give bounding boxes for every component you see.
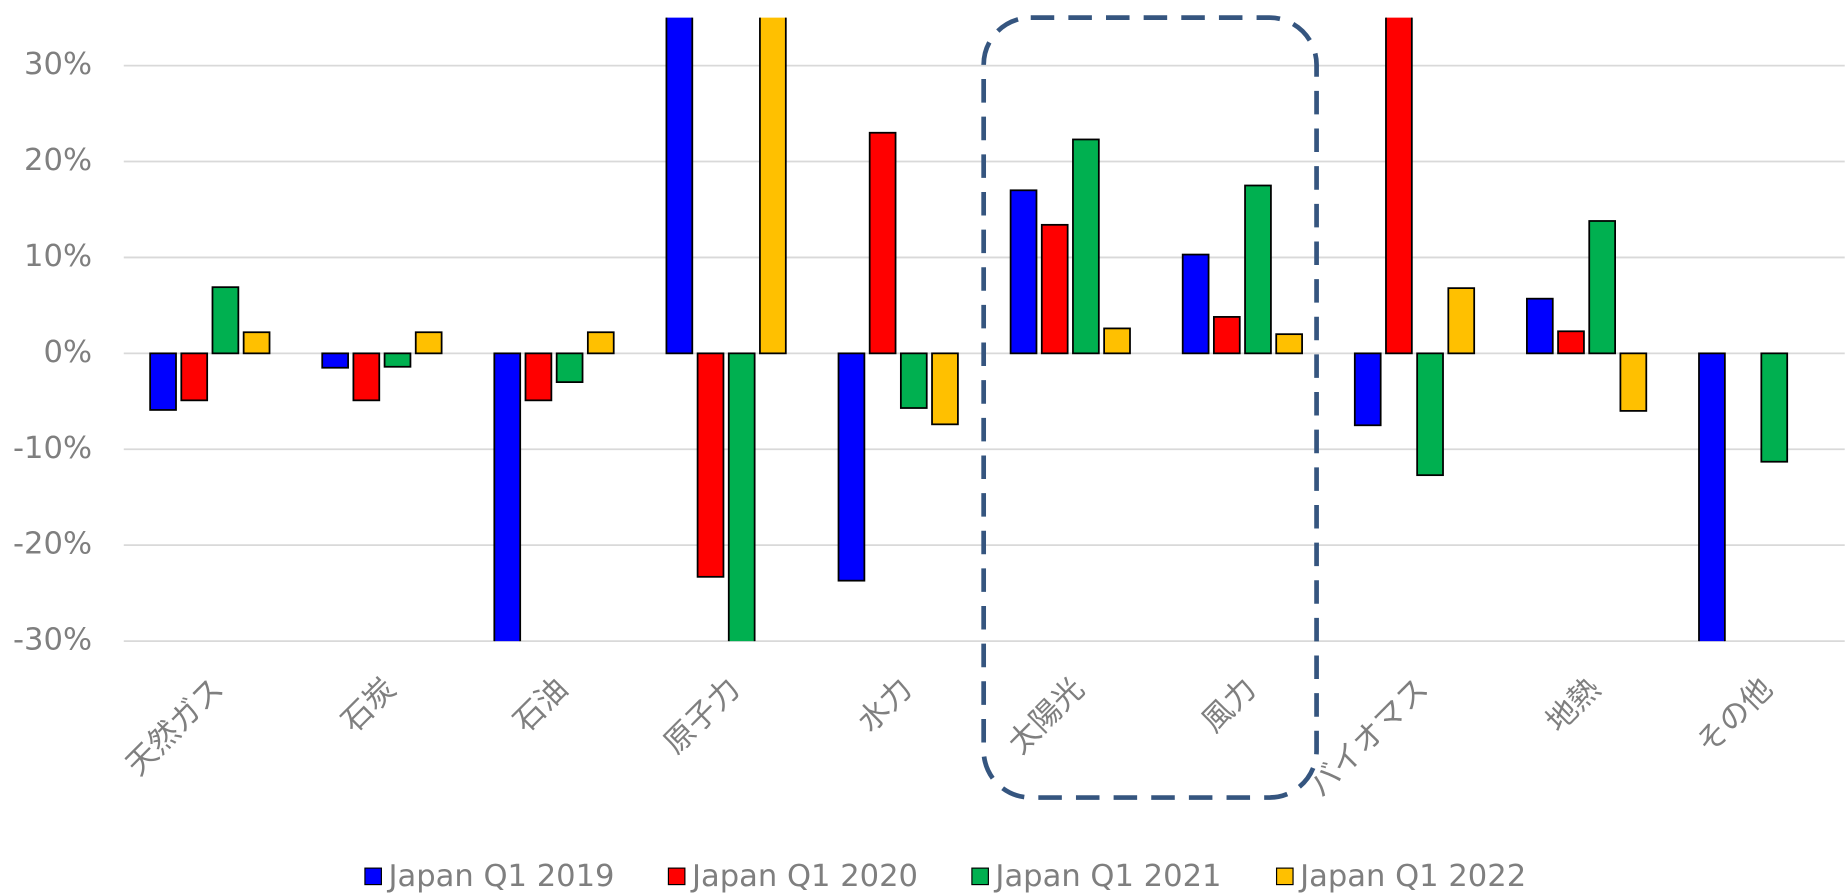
bar <box>149 352 177 411</box>
legend-label: Japan Q1 2019 <box>386 859 614 894</box>
bar <box>1619 352 1648 412</box>
bar <box>180 352 209 402</box>
bar <box>1212 316 1241 355</box>
bar <box>555 352 584 384</box>
bar <box>759 17 787 355</box>
bar <box>696 352 725 578</box>
x-tick-label: 風力 <box>1195 672 1263 740</box>
highlight-box <box>981 15 1319 800</box>
bar <box>1447 287 1476 355</box>
legend-label: Japan Q1 2021 <box>993 859 1221 894</box>
bar <box>242 331 271 355</box>
bar <box>211 286 240 355</box>
bar <box>493 352 522 642</box>
y-tick-label: -30% <box>13 623 92 658</box>
x-tick-label: その他 <box>1690 672 1780 762</box>
y-tick-label: 20% <box>24 143 92 178</box>
y-tick-label: -20% <box>13 527 92 562</box>
bar <box>586 331 615 355</box>
bar <box>383 352 412 368</box>
bar <box>524 352 553 402</box>
legend-swatch <box>1275 867 1294 886</box>
x-tick-label: 天然ガス <box>120 672 231 783</box>
bar <box>868 131 897 355</box>
x-tick-label: 原子力 <box>658 672 748 762</box>
bar <box>1698 352 1726 642</box>
bar <box>1040 223 1069 355</box>
bar <box>1181 253 1210 355</box>
legend-swatch <box>364 867 382 886</box>
bar <box>1760 352 1789 463</box>
bar <box>665 17 694 355</box>
y-tick-label: 0% <box>44 335 93 370</box>
bar <box>1385 17 1413 355</box>
bar <box>321 352 349 369</box>
y-tick-label: 30% <box>24 47 92 82</box>
y-tick-label: 10% <box>24 239 92 274</box>
bar <box>899 352 928 409</box>
legend-swatch <box>971 867 989 886</box>
x-tick-label: バイオマス <box>1303 672 1436 805</box>
x-tick-label: 地熱 <box>1540 672 1608 740</box>
bar <box>1557 330 1585 355</box>
bar <box>1244 184 1272 355</box>
bar <box>1588 220 1616 355</box>
x-tick-label: 石油 <box>507 672 575 740</box>
legend-swatch <box>667 867 686 886</box>
bar <box>352 352 381 402</box>
bar <box>727 352 756 642</box>
bar <box>1526 297 1554 355</box>
legend-label: Japan Q1 2020 <box>690 859 918 894</box>
bar <box>1072 138 1100 355</box>
bar <box>1103 327 1131 355</box>
bar <box>1009 189 1038 355</box>
y-tick-label: -10% <box>13 431 92 466</box>
bar <box>1353 352 1382 427</box>
x-tick-label: 水力 <box>851 672 919 740</box>
x-tick-label: 太陽光 <box>1002 672 1092 762</box>
bar <box>1416 352 1444 477</box>
bar <box>1275 333 1303 355</box>
x-tick-label: 石炭 <box>335 672 403 740</box>
legend-label: Japan Q1 2022 <box>1298 859 1526 894</box>
bar <box>414 331 443 355</box>
bar <box>931 352 959 426</box>
bar <box>837 352 866 582</box>
